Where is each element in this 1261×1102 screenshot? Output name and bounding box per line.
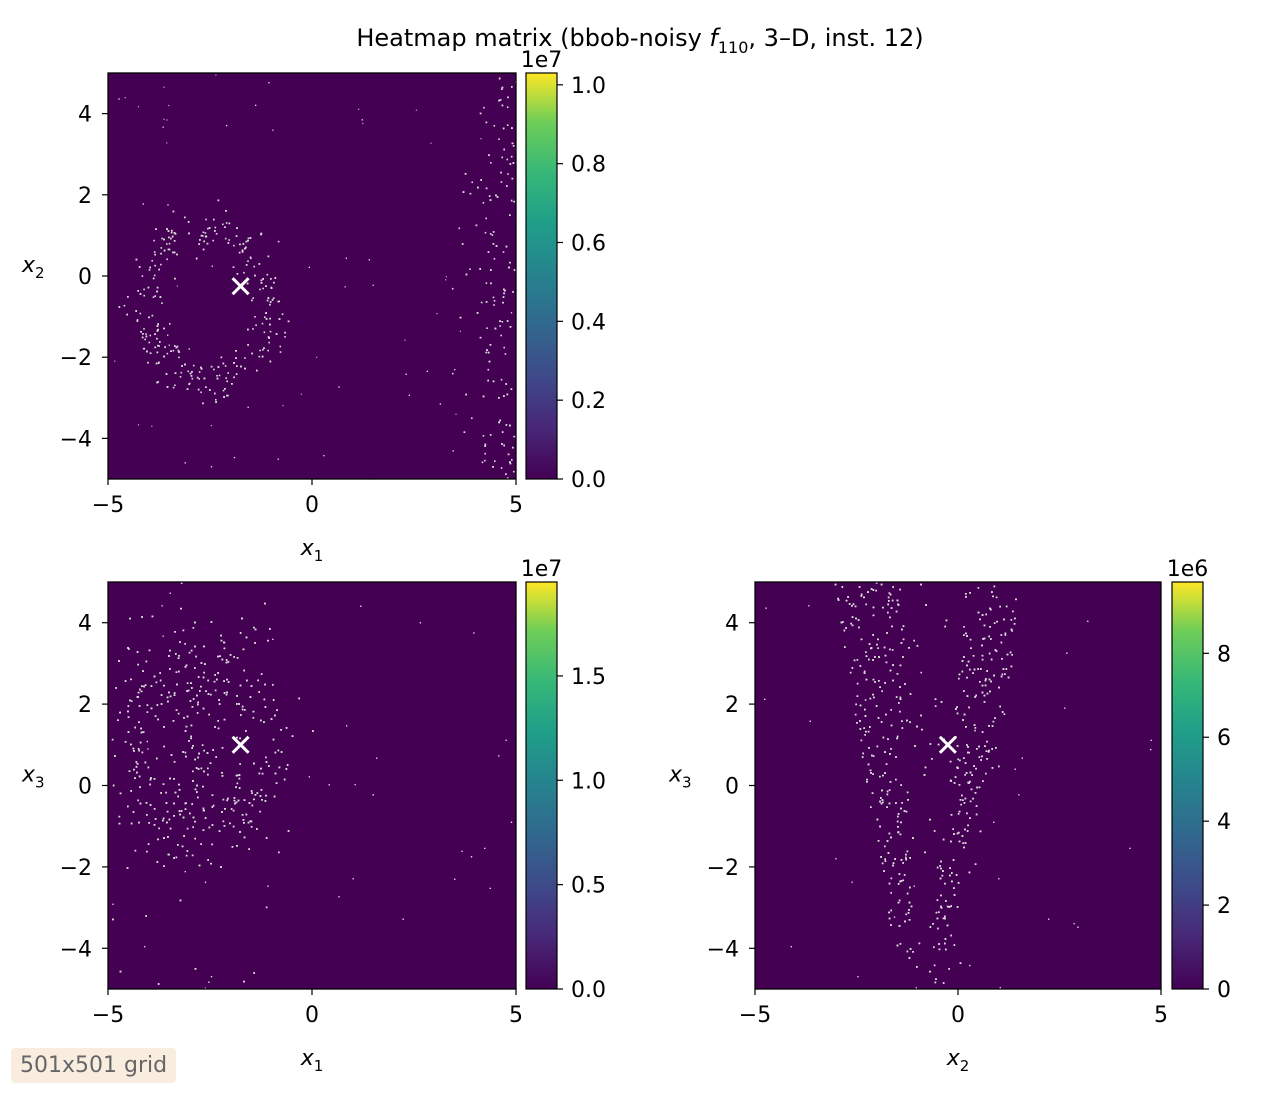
optimum-marker [231, 735, 250, 754]
y-tick-label: 4 [78, 612, 92, 637]
colorbar-exponent: 1e6 [1167, 557, 1209, 582]
y-tick-label: 4 [78, 103, 92, 128]
x-tick-label: −5 [739, 1003, 771, 1028]
colorbar-tick-label: 0.2 [571, 389, 606, 414]
colorbar-tick-label: 0.0 [571, 468, 606, 493]
y-axis-label: x3 [668, 763, 692, 792]
colorbar: 0 2 4 6 8 1e6 [1167, 557, 1231, 1003]
heatmap-background [755, 582, 1161, 989]
heatmap-background [108, 73, 516, 479]
x-tick-label: −5 [92, 493, 124, 518]
x-tick-label: −5 [92, 1003, 124, 1028]
heatmap-panel-x1-x2: −5 0 5 −4 −2 0 2 4 x1 x2 0.0 0.2 0.4 0.6 0.8 1.0 1e7 [21, 48, 606, 565]
colorbar-gradient [525, 72, 558, 480]
heatmap-panel-x1-x3: −5 0 5 −4 −2 0 2 4 x1 x3 0.0 0.5 1.0 1.5 1e7 [21, 557, 606, 1075]
colorbar-tick-label: 0.0 [571, 978, 606, 1003]
x-tick-label: 5 [509, 493, 523, 518]
optimum-marker [938, 735, 957, 754]
y-tick-label: 2 [78, 184, 92, 209]
y-tick-label: −4 [707, 937, 739, 962]
colorbar-gradient [1171, 581, 1204, 990]
colorbar-tick-label: 0.5 [571, 874, 606, 899]
colorbar-gradient [525, 581, 558, 990]
colorbar-tick-label: 4 [1217, 810, 1231, 835]
y-tick-label: 4 [725, 612, 739, 637]
y-tick-label: −2 [60, 346, 92, 371]
y-axis-label: x3 [21, 763, 45, 792]
colorbar-tick-label: 1.5 [571, 665, 606, 690]
colorbar-exponent: 1e7 [521, 48, 563, 73]
x-tick-label: 5 [509, 1003, 523, 1028]
noise-speckle-layer [111, 582, 513, 989]
y-tick-label: −4 [60, 427, 92, 452]
x-tick-label: 0 [305, 493, 319, 518]
colorbar-tick-label: 0.4 [571, 310, 606, 335]
panels-group: −5 0 5 −4 −2 0 2 4 x1 x2 0.0 0.2 0.4 0.6 0.8 1.0 1e7 −5 0 5… [21, 48, 1231, 1075]
x-axis-label: x1 [300, 536, 324, 565]
x-tick-label: 5 [1154, 1003, 1168, 1028]
y-tick-label: 2 [725, 693, 739, 718]
x-tick-label: 0 [305, 1003, 319, 1028]
noise-speckle-layer [764, 582, 1152, 989]
x-axis-label: x1 [300, 1046, 324, 1075]
colorbar-exponent: 1e7 [521, 557, 563, 582]
y-tick-label: 2 [78, 693, 92, 718]
heatmap-background [108, 582, 516, 989]
colorbar-tick-label: 2 [1217, 894, 1231, 919]
noise-speckle-layer [114, 74, 518, 480]
colorbar: 0.0 0.2 0.4 0.6 0.8 1.0 1e7 [521, 48, 606, 493]
colorbar-tick-label: 1.0 [571, 769, 606, 794]
colorbar-tick-label: 6 [1217, 726, 1231, 751]
y-tick-label: −2 [707, 856, 739, 881]
colorbar-tick-label: 1.0 [571, 74, 606, 99]
grid-size-badge: 501x501 grid [11, 1048, 177, 1083]
heatmap-panel-x2-x3: −5 0 5 −4 −2 0 2 4 x2 x3 0 2 4 6 8 1e6 [668, 557, 1231, 1075]
y-tick-label: −2 [60, 856, 92, 881]
colorbar-tick-label: 8 [1217, 642, 1231, 667]
y-tick-label: 0 [78, 265, 92, 290]
figure-title: Heatmap matrix (bbob-noisy f110, 3–D, in… [356, 24, 923, 57]
colorbar-tick-label: 0.6 [571, 231, 606, 256]
x-axis-label: x2 [946, 1046, 970, 1075]
x-tick-label: 0 [951, 1003, 965, 1028]
y-axis-label: x2 [21, 253, 45, 282]
colorbar-tick-label: 0.8 [571, 153, 606, 178]
colorbar-tick-label: 0 [1217, 978, 1231, 1003]
optimum-marker [231, 277, 250, 296]
colorbar: 0.0 0.5 1.0 1.5 1e7 [521, 557, 606, 1003]
y-tick-label: −4 [60, 937, 92, 962]
y-tick-label: 0 [725, 775, 739, 800]
y-tick-label: 0 [78, 775, 92, 800]
